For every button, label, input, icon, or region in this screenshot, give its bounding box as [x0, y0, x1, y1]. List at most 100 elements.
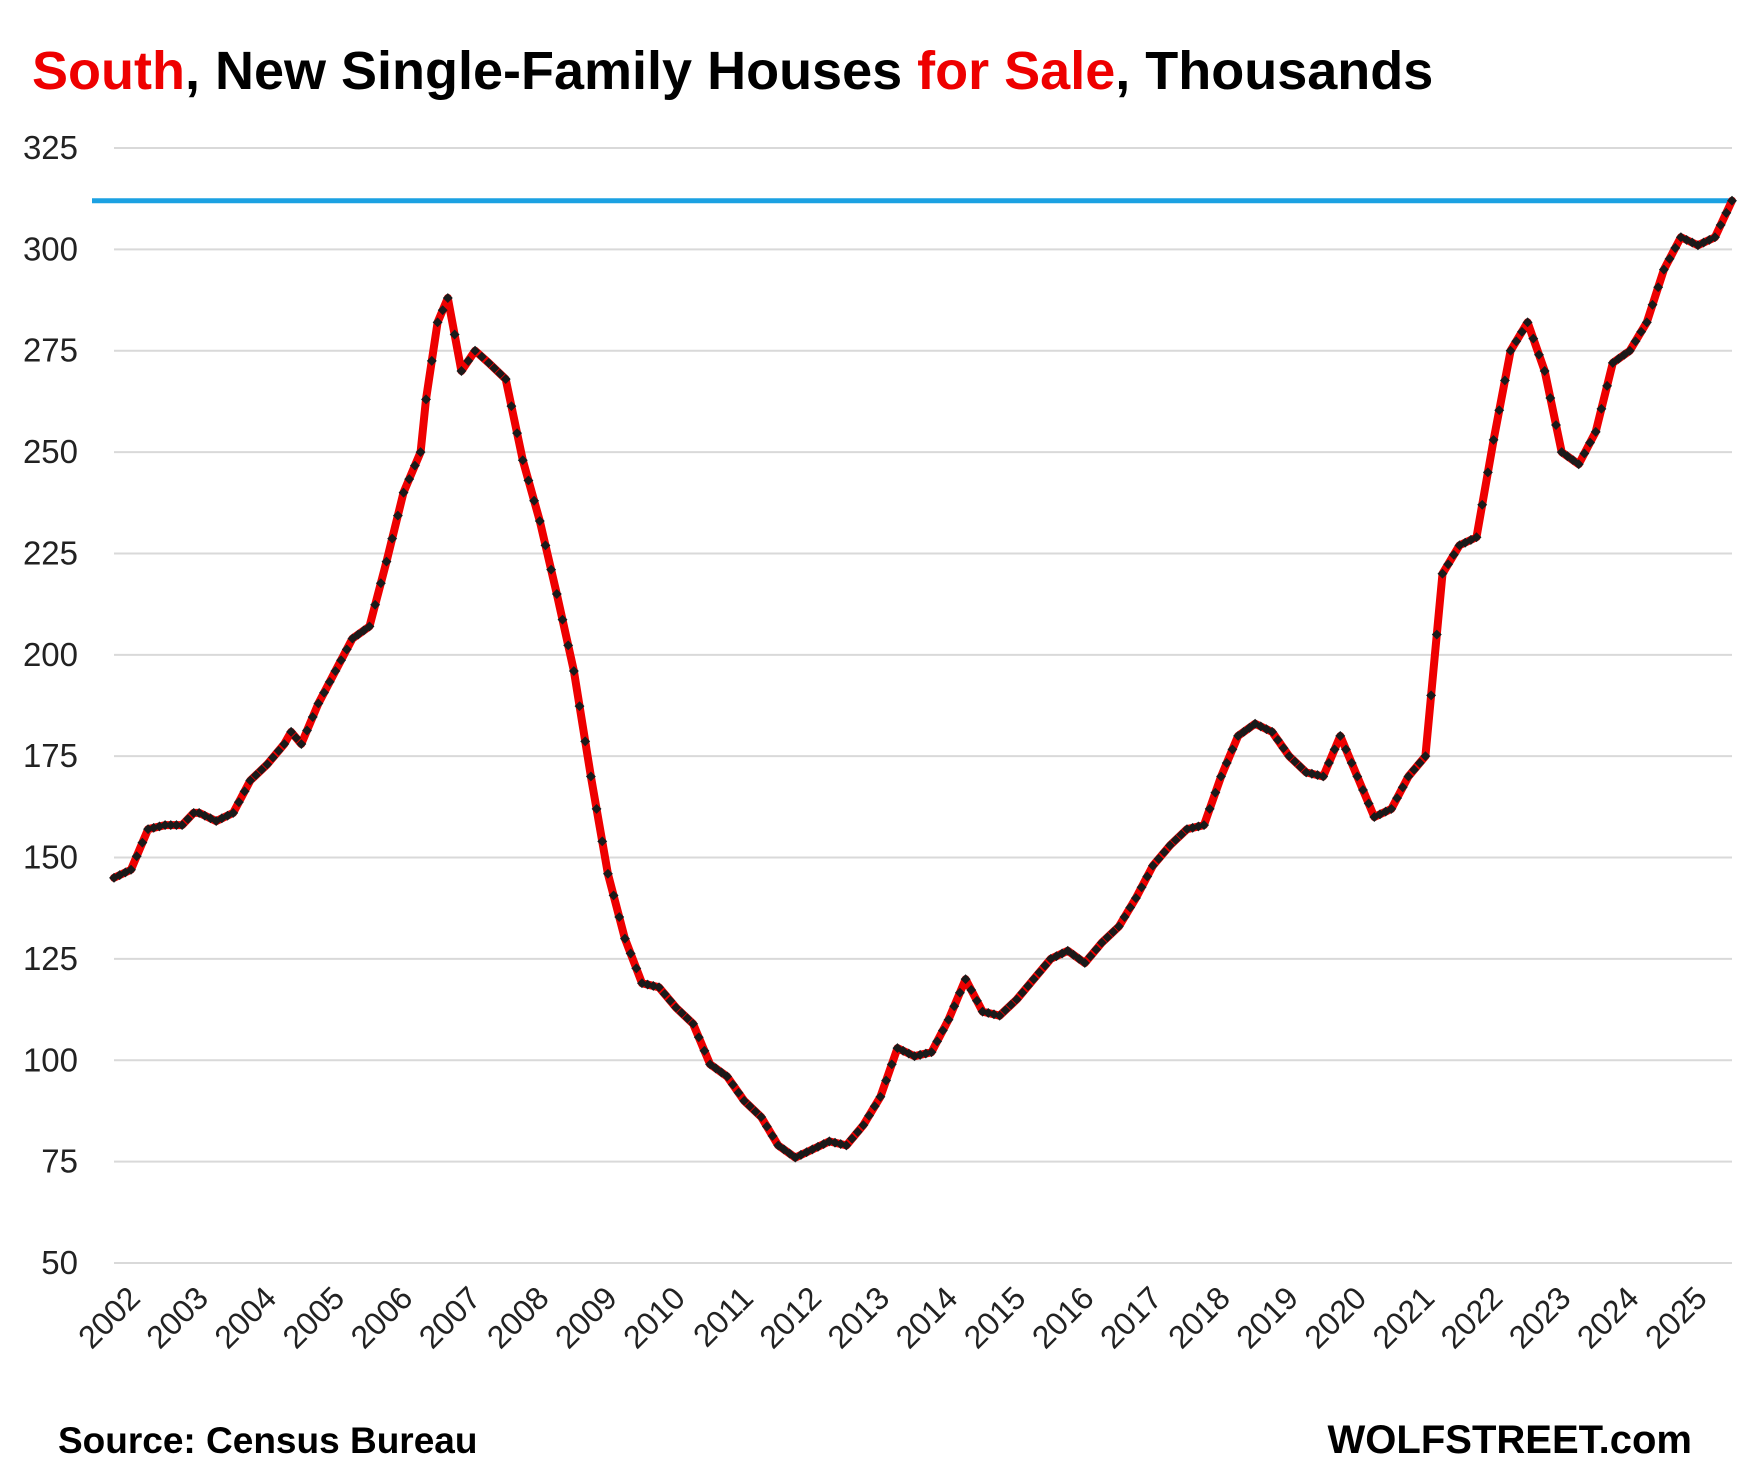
data-point-marker: [1023, 980, 1033, 991]
y-tick-label-125: 125: [23, 940, 78, 977]
data-point-marker: [1653, 282, 1664, 293]
data-point-marker: [1108, 926, 1119, 937]
data-point-marker: [1125, 902, 1136, 913]
data-point-marker: [381, 556, 392, 567]
data-point-marker: [761, 1121, 772, 1132]
y-tick-label-200: 200: [23, 636, 78, 673]
data-point-marker: [881, 1075, 892, 1086]
data-point-marker: [1204, 803, 1215, 814]
data-point-marker: [597, 836, 608, 847]
data-point-marker: [1636, 326, 1647, 337]
data-point-marker: [1499, 375, 1510, 386]
data-point-marker: [302, 725, 312, 736]
data-point-marker: [557, 614, 568, 625]
chart-title: South, New Single-Family Houses for Sale…: [32, 40, 1433, 102]
data-point-marker: [1494, 405, 1505, 416]
data-point-marker: [949, 1001, 960, 1012]
data-point-marker: [409, 460, 420, 471]
data-point-marker: [1284, 751, 1295, 762]
series-line-0: [110, 196, 1736, 1162]
data-point-marker: [1142, 871, 1153, 882]
data-point-marker: [495, 368, 505, 379]
data-point-marker: [722, 1071, 733, 1082]
data-point-marker: [449, 329, 460, 340]
data-point-marker: [364, 621, 375, 632]
data-point-marker: [1130, 893, 1141, 904]
data-point-marker: [932, 1036, 943, 1047]
x-tick-label-2023: 2023: [1502, 1279, 1578, 1355]
data-point-marker: [1409, 764, 1420, 775]
data-point-marker: [937, 1025, 948, 1036]
data-point-marker: [1545, 393, 1556, 403]
data-point-marker: [551, 589, 562, 599]
data-point-marker: [1471, 532, 1482, 543]
x-tick-label-2018: 2018: [1161, 1279, 1237, 1355]
data-point-marker: [463, 355, 474, 366]
data-point-marker: [971, 995, 982, 1006]
data-point-marker: [330, 666, 341, 676]
data-point-marker: [188, 807, 199, 818]
data-point-marker: [574, 701, 585, 712]
data-point-marker: [739, 1095, 750, 1106]
x-tick-label-2024: 2024: [1570, 1279, 1646, 1355]
data-point-marker: [654, 982, 664, 993]
data-point-marker: [1329, 744, 1340, 755]
data-point-marker: [319, 687, 330, 698]
data-point-marker: [1511, 336, 1522, 347]
data-point-marker: [279, 739, 290, 749]
data-point-marker: [1630, 336, 1641, 347]
data-point-marker: [750, 1106, 761, 1117]
data-point-marker: [1363, 798, 1374, 809]
data-point-marker: [517, 455, 528, 466]
data-point-marker: [1528, 333, 1539, 344]
data-point-marker: [1624, 345, 1635, 356]
x-tick-label-2008: 2008: [480, 1279, 556, 1355]
data-point-marker: [1227, 744, 1238, 755]
data-point-marker: [1596, 403, 1607, 414]
data-point-marker: [1437, 568, 1448, 579]
data-point-marker: [744, 1101, 755, 1112]
data-point-marker: [1482, 467, 1493, 478]
data-point-marker: [1403, 771, 1414, 782]
y-tick-label-175: 175: [23, 737, 78, 774]
x-tick-label-2005: 2005: [276, 1279, 352, 1355]
data-point-marker: [608, 890, 619, 901]
data-point-marker: [398, 487, 409, 498]
series-markers-0: [109, 195, 1737, 1163]
data-point-marker: [1431, 629, 1442, 640]
data-point-marker: [631, 963, 642, 974]
data-point-marker: [1585, 437, 1596, 448]
x-tick-label-2002: 2002: [71, 1279, 147, 1355]
data-point-marker: [869, 1101, 880, 1112]
data-point-marker: [665, 995, 676, 1006]
data-point-marker: [671, 1002, 681, 1013]
data-point-marker: [171, 820, 182, 831]
data-point-marker: [1085, 951, 1096, 962]
data-point-marker: [1443, 559, 1454, 570]
data-point-marker: [954, 987, 965, 998]
x-tick-label-2016: 2016: [1025, 1279, 1101, 1355]
data-point-marker: [256, 764, 267, 775]
data-point-marker: [1727, 195, 1737, 206]
x-tick-label-2020: 2020: [1297, 1279, 1373, 1355]
data-point-marker: [1335, 730, 1346, 741]
data-point-marker: [426, 355, 437, 366]
data-point-marker: [250, 770, 261, 781]
data-point-marker: [1318, 771, 1329, 782]
data-point-marker: [926, 1047, 937, 1058]
data-point-marker: [568, 666, 579, 676]
gridlines: [114, 147, 1732, 1264]
data-point-marker: [1295, 762, 1306, 772]
data-point-marker: [1358, 785, 1368, 795]
data-point-marker: [1658, 264, 1669, 275]
data-point-marker: [585, 771, 596, 782]
y-tick-label-325: 325: [23, 129, 78, 166]
data-point-marker: [676, 1008, 687, 1018]
data-point-marker: [336, 655, 347, 666]
data-point-marker: [540, 540, 551, 551]
data-point-marker: [659, 989, 670, 999]
data-point-marker: [500, 374, 511, 385]
y-tick-label-225: 225: [23, 534, 78, 571]
data-point-marker: [1170, 835, 1181, 845]
